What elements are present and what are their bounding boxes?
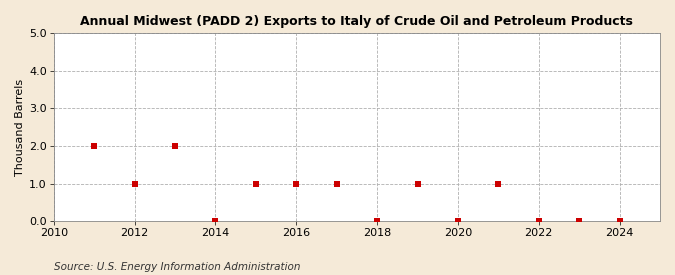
Point bbox=[89, 144, 100, 148]
Title: Annual Midwest (PADD 2) Exports to Italy of Crude Oil and Petroleum Products: Annual Midwest (PADD 2) Exports to Italy… bbox=[80, 15, 633, 28]
Point bbox=[452, 219, 463, 223]
Point bbox=[250, 181, 261, 186]
Point bbox=[291, 181, 302, 186]
Point bbox=[130, 181, 140, 186]
Y-axis label: Thousand Barrels: Thousand Barrels bbox=[15, 79, 25, 176]
Point bbox=[331, 181, 342, 186]
Text: Source: U.S. Energy Information Administration: Source: U.S. Energy Information Administ… bbox=[54, 262, 300, 272]
Point bbox=[210, 219, 221, 223]
Point bbox=[614, 219, 625, 223]
Point bbox=[412, 181, 423, 186]
Point bbox=[493, 181, 504, 186]
Point bbox=[169, 144, 180, 148]
Point bbox=[372, 219, 383, 223]
Point bbox=[574, 219, 585, 223]
Point bbox=[533, 219, 544, 223]
